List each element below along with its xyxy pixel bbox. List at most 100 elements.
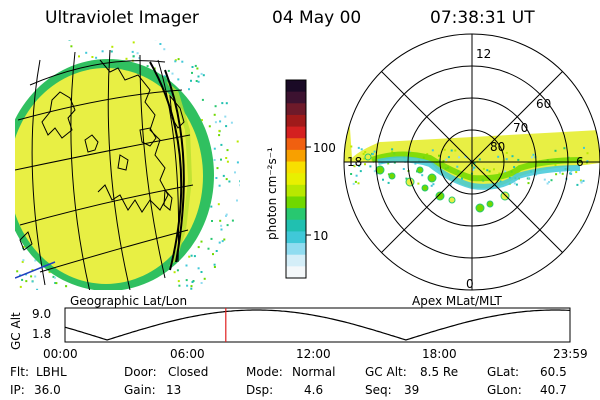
- noise-pixel: [208, 125, 211, 128]
- noise-pixel: [364, 151, 367, 153]
- grid-lon-3: [107, 49, 131, 290]
- noise-pixel: [532, 153, 535, 156]
- noise-pixel: [214, 121, 217, 124]
- noise-pixel: [220, 143, 223, 146]
- noise-pixel: [53, 276, 56, 279]
- aurora-spot: [475, 203, 485, 213]
- param-ip-value: 36.0: [34, 383, 61, 397]
- noise-pixel: [382, 178, 384, 181]
- noise-pixel: [21, 278, 24, 281]
- noise-pixel: [190, 254, 193, 257]
- noise-pixel: [362, 152, 365, 155]
- noise-pixel: [188, 255, 191, 258]
- noise-pixel: [230, 121, 233, 124]
- noise-pixel: [195, 80, 198, 82]
- param-dsp-label: Dsp:: [246, 383, 274, 397]
- noise-pixel: [225, 157, 228, 159]
- aurora-spot: [435, 191, 445, 201]
- noise-pixel: [447, 156, 450, 159]
- aurora-spot: [364, 153, 372, 161]
- noise-pixel: [194, 64, 197, 67]
- noise-pixel: [91, 56, 94, 58]
- noise-pixel: [421, 174, 424, 177]
- noise-pixel: [559, 171, 561, 174]
- colorbar-strip: [286, 184, 306, 198]
- noise-pixel: [358, 164, 361, 167]
- noise-pixel: [185, 279, 188, 282]
- colorbar-strip: [286, 114, 306, 128]
- noise-pixel: [225, 213, 228, 216]
- noise-pixel: [55, 282, 58, 285]
- grid-lat-4: [19, 184, 194, 226]
- noise-pixel: [177, 58, 180, 61]
- noise-pixel: [350, 145, 353, 148]
- noise-pixel: [186, 284, 189, 287]
- grid-lon-2: [70, 51, 91, 290]
- noise-pixel: [211, 220, 213, 222]
- noise-pixel: [579, 179, 582, 182]
- noise-pixel: [548, 181, 550, 183]
- noise-pixel: [473, 162, 476, 165]
- noise-pixel: [218, 134, 221, 137]
- noise-pixel: [213, 159, 216, 161]
- noise-pixel: [217, 203, 220, 206]
- noise-pixel: [174, 60, 177, 63]
- noise-pixel: [563, 147, 566, 150]
- orbit-xtick-0600: 06:00: [170, 347, 205, 361]
- noise-pixel: [517, 158, 520, 161]
- noise-pixel: [223, 238, 226, 241]
- noise-pixel: [215, 250, 218, 252]
- colorbar-strip: [286, 91, 306, 104]
- noise-pixel: [193, 255, 196, 258]
- noise-pixel: [48, 271, 51, 274]
- noise-pixel: [354, 180, 357, 183]
- colorbar-strip: [286, 231, 306, 244]
- noise-pixel: [482, 167, 485, 170]
- colorbar-strip: [286, 173, 306, 186]
- noise-pixel: [210, 237, 213, 240]
- noise-pixel: [430, 184, 433, 187]
- noise-pixel: [515, 183, 518, 186]
- noise-pixel: [226, 224, 229, 227]
- noise-pixel: [225, 215, 227, 217]
- grid-lon-5: [157, 59, 180, 263]
- noise-pixel: [34, 259, 37, 262]
- orbit-altitude-curve: [64, 309, 571, 341]
- noise-pixel: [213, 147, 216, 150]
- noise-pixel: [213, 263, 216, 266]
- noise-pixel: [438, 154, 440, 157]
- noise-pixel: [357, 146, 360, 149]
- orbit-axis-label: GC Alt: [9, 312, 23, 350]
- colorbar-strip: [286, 80, 306, 93]
- noise-pixel: [218, 184, 221, 187]
- instrument-title: Ultraviolet Imager: [45, 8, 199, 28]
- colorbar-strip: [286, 103, 306, 116]
- noise-pixel: [373, 170, 376, 173]
- noise-pixel: [132, 55, 135, 58]
- noise-pixel: [167, 69, 170, 72]
- noise-pixel: [464, 155, 467, 158]
- noise-pixel: [236, 140, 239, 143]
- noise-pixel: [111, 45, 114, 48]
- param-flt-value: LBHL: [36, 365, 67, 379]
- noise-pixel: [561, 172, 564, 175]
- param-gain-label: Gain:: [124, 383, 156, 397]
- noise-pixel: [493, 168, 495, 171]
- terminator-band: [160, 70, 192, 270]
- noise-pixel: [228, 180, 231, 183]
- param-dsp-value: 4.6: [304, 383, 324, 397]
- noise-pixel: [454, 149, 457, 152]
- noise-pixel: [110, 50, 113, 53]
- noise-pixel: [214, 105, 217, 108]
- noise-pixel: [391, 148, 394, 151]
- noise-pixel: [31, 269, 34, 272]
- noise-pixel: [582, 179, 585, 182]
- noise-pixel: [197, 80, 200, 83]
- noise-pixel: [153, 67, 156, 70]
- noise-pixel: [146, 65, 149, 68]
- continent-outlines: [19, 59, 185, 251]
- mlt-label-18: 18: [347, 155, 363, 169]
- noise-pixel: [431, 149, 434, 152]
- noise-pixel: [387, 181, 390, 184]
